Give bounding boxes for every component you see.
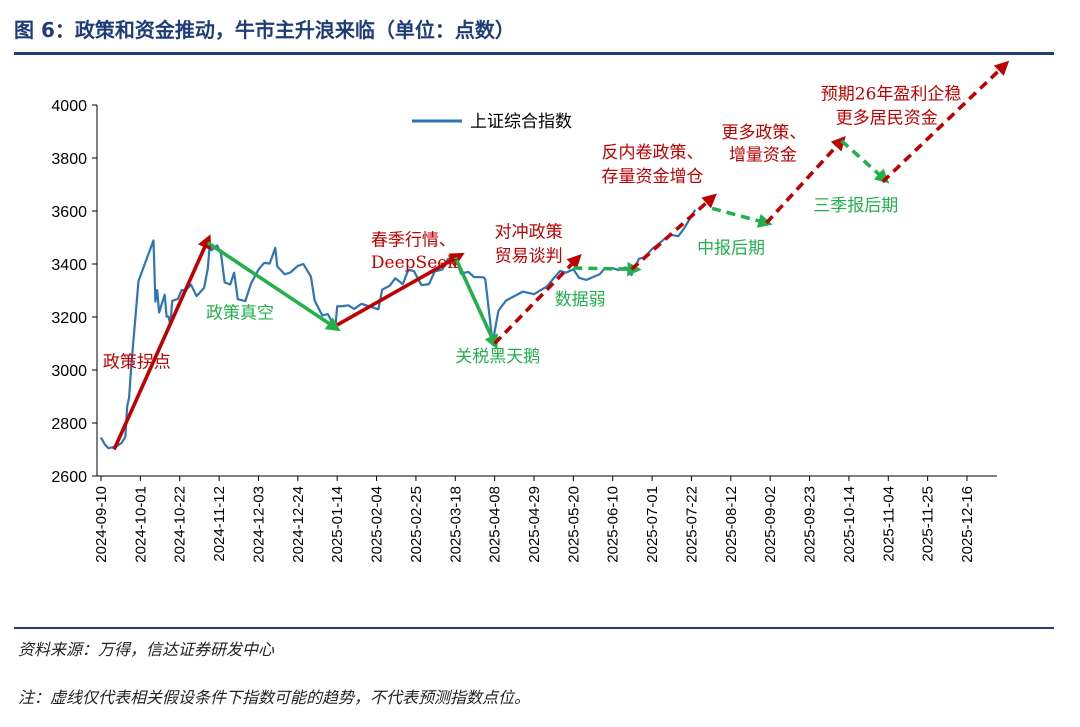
index-chart: 2600 2800 3000 3200 3400 3600 3800 4000 2024-09-…	[51, 60, 1010, 563]
x-tick-label: 2025-02-04	[369, 486, 386, 563]
x-tick-label: 2024-10-01	[132, 486, 149, 563]
chart-legend: 上证综合指数	[412, 112, 572, 132]
trend-arrow-up	[881, 60, 1010, 184]
x-tick-label: 2025-06-10	[605, 486, 622, 563]
trend-arrow-down	[573, 261, 642, 277]
x-tick-label: 2025-04-29	[526, 486, 543, 563]
x-tick-label: 2025-07-22	[683, 486, 700, 563]
chart-axes: 2600 2800 3000 3200 3400 3600 3800 4000 2024-09-…	[51, 98, 997, 563]
x-tick-label: 2024-10-22	[172, 486, 189, 563]
annotation-label: 中报后期	[697, 238, 765, 258]
trend-arrow-up	[493, 254, 582, 345]
y-tick-label: 3400	[51, 257, 87, 274]
y-tick-label: 2800	[51, 416, 87, 433]
trend-arrow-up	[112, 234, 212, 451]
y-tick-label: 3200	[51, 310, 87, 327]
x-tick-label: 2024-12-03	[250, 486, 267, 563]
annotation-label: 三季报后期	[813, 196, 898, 216]
x-tick-label: 2025-09-23	[802, 486, 819, 563]
x-tick-label: 2025-08-12	[723, 486, 740, 563]
y-tick-label: 3800	[51, 151, 87, 168]
annotation-label: 贸易谈判	[495, 246, 563, 266]
x-tick-label: 2025-04-08	[487, 486, 504, 563]
disclaimer-note: 注：虚线仅代表相关假设条件下指数可能的趋势，不代表预测指数点位。	[18, 688, 531, 707]
x-tick-label: 2025-12-16	[959, 486, 976, 563]
annotation-label: 存量资金增仓	[601, 167, 703, 187]
trend-arrow-up	[630, 193, 717, 271]
trend-arrow-down	[711, 206, 773, 228]
annotation-label: DeepSeek	[371, 253, 458, 273]
annotation-label: 政策真空	[206, 303, 274, 323]
annotation-label: 增量资金	[729, 146, 797, 166]
x-tick-label: 2025-10-14	[841, 486, 858, 563]
x-tick-label: 2025-11-04	[880, 486, 897, 562]
figure-title: 图 6：政策和资金推动，牛市主升浪来临（单位：点数）	[14, 18, 515, 42]
annotation-label: 反内卷政策、	[601, 143, 703, 163]
x-tick-label: 2025-09-02	[762, 486, 779, 563]
x-tick-label: 2024-09-10	[93, 486, 110, 563]
annotation-label: 预期26年盈利企稳	[821, 85, 962, 105]
annotation-label: 更多居民资金	[836, 109, 938, 129]
annotation-label: 春季行情、	[371, 230, 456, 250]
trend-arrow-up	[765, 135, 846, 225]
y-tick-label: 3000	[51, 363, 87, 380]
y-tick-label: 2600	[51, 469, 87, 486]
trend-arrow-down	[453, 256, 498, 350]
annotation-label: 关税黑天鹅	[455, 347, 540, 367]
annotation-label: 对冲政策	[495, 223, 563, 243]
y-tick-label: 4000	[51, 98, 87, 115]
x-tick-label: 2025-03-18	[447, 486, 464, 563]
y-tick-label: 3600	[51, 204, 87, 221]
x-tick-label: 2025-11-25	[920, 486, 937, 562]
trend-arrow-down	[206, 241, 341, 332]
header-rule	[14, 52, 1054, 55]
series-layer	[100, 209, 697, 450]
trend-arrows	[112, 60, 1010, 451]
x-tick-label: 2024-12-24	[290, 486, 307, 563]
legend-label: 上证综合指数	[470, 112, 572, 132]
x-tick-label: 2024-11-12	[211, 486, 228, 562]
annotation-label: 政策拐点	[103, 352, 171, 372]
source-note: 资料来源：万得，信达证券研发中心	[18, 640, 275, 659]
series-line-shanghai-composite	[100, 209, 697, 450]
x-tick-label: 2025-07-01	[644, 486, 661, 563]
x-tick-label: 2025-02-25	[408, 486, 425, 563]
trend-arrow-down	[840, 139, 890, 184]
x-tick-label: 2025-05-20	[565, 486, 582, 563]
annotation-label: 更多政策、	[721, 123, 806, 143]
footer-rule	[14, 627, 1054, 629]
annotation-label: 数据弱	[555, 290, 606, 310]
trend-arrow-up	[336, 252, 465, 327]
x-tick-label: 2025-01-14	[329, 486, 346, 563]
